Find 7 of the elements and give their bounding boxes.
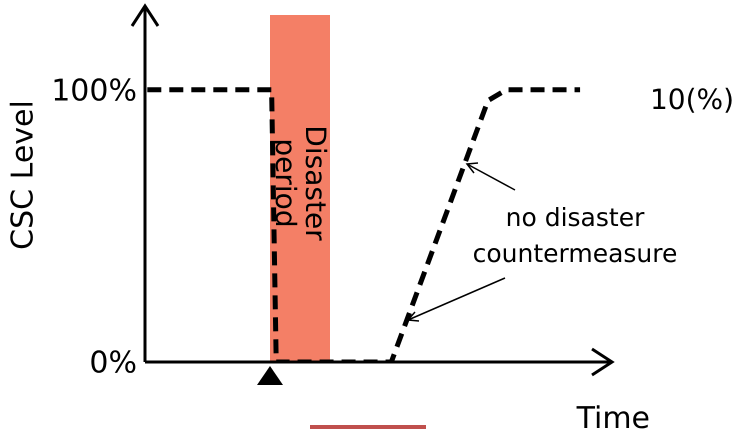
annotation: no disaster countermeasure <box>472 202 678 270</box>
y-axis-title: CSC Level <box>6 100 41 250</box>
text: 10(%) <box>648 82 736 118</box>
y-tick-label: 0% <box>89 346 137 381</box>
y-tick-label: 100% <box>51 73 137 108</box>
x-axis-title: Time <box>576 401 650 430</box>
annotation: Disaster period <box>269 124 332 243</box>
